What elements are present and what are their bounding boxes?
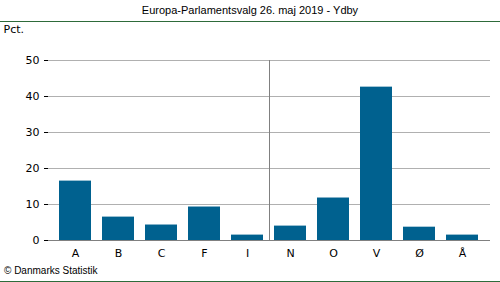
svg-text:N: N: [286, 247, 294, 260]
svg-text:40: 40: [26, 90, 40, 103]
svg-text:Pct.: Pct.: [4, 23, 25, 36]
svg-text:I: I: [246, 247, 249, 260]
html-text:Europa-Parlamentsvalg 26. maj: Europa-Parlamentsvalg 26. maj 2019 - Ydb…: [141, 4, 359, 16]
svg-text:C: C: [158, 247, 166, 260]
svg-text:A: A: [72, 247, 80, 260]
svg-text:50: 50: [26, 54, 40, 67]
svg-text:30: 30: [26, 126, 40, 139]
svg-text:O: O: [329, 247, 338, 260]
svg-text:10: 10: [26, 198, 40, 211]
svg-text:Ø: Ø: [415, 247, 424, 260]
svg-text:20: 20: [26, 162, 40, 175]
svg-text:B: B: [115, 247, 123, 260]
svg-text:Å: Å: [459, 247, 467, 260]
html-text:© Danmarks Statistik: © Danmarks Statistik: [4, 265, 98, 276]
svg-text:F: F: [201, 247, 207, 260]
svg-text:0: 0: [33, 234, 40, 247]
svg-text:V: V: [373, 247, 381, 260]
